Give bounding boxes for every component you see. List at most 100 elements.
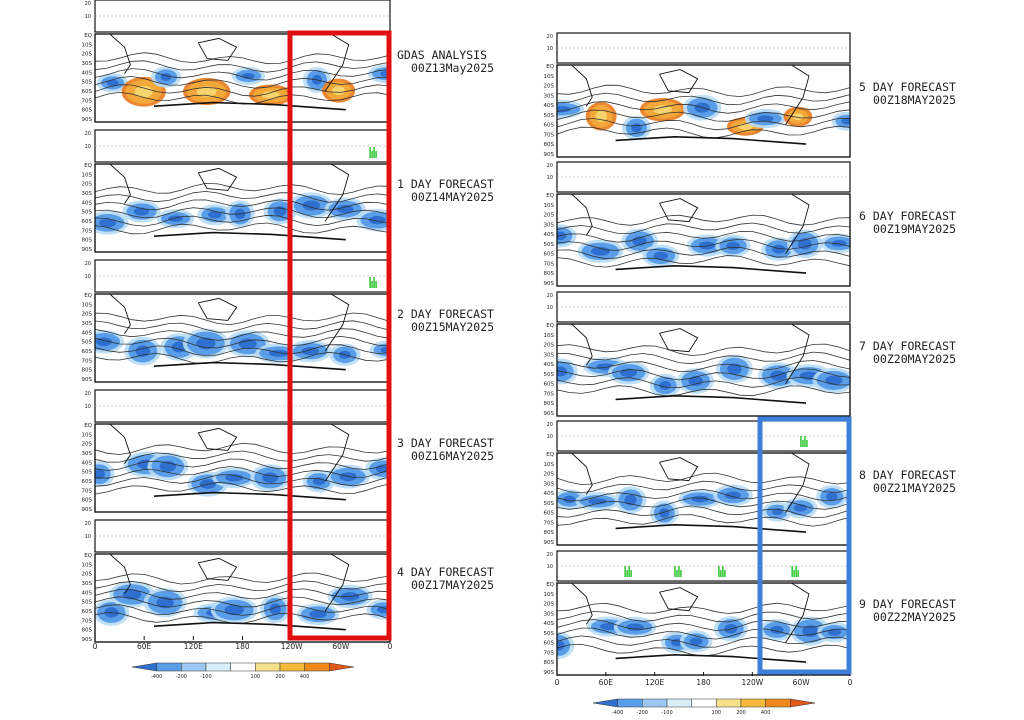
colorbar-label: 200 [275, 674, 285, 680]
height-contour [557, 627, 850, 640]
height-contour [557, 619, 850, 631]
latitude-tick-label: 10S [544, 462, 555, 468]
height-contour [95, 52, 390, 65]
height-contour [557, 101, 850, 114]
precip-bar [680, 570, 682, 577]
colorbar-right: -400 -200 -100 100 200 400 [592, 698, 816, 716]
negative-anomaly [691, 495, 709, 503]
longitude-tick-label: 0 [93, 642, 98, 651]
negative-anomaly [262, 472, 279, 484]
latitude-tick-label: 40S [82, 590, 93, 596]
panel-label: GDAS ANALYSIS 00Z13May2025 [397, 49, 494, 75]
panel-label: 2 DAY FORECAST 00Z15MAY2025 [397, 308, 494, 334]
colorbar-swatch [304, 662, 330, 672]
map-panel: EQ 10S 20S 30S 40S 50S 60S 70S 80S 90S [544, 582, 851, 676]
panel-label-date: 00Z22MAY2025 [873, 610, 957, 624]
colorbar-swatch [790, 698, 816, 708]
latitude-tick-label: 50S [82, 470, 93, 476]
colorbar-label: 100 [251, 674, 261, 680]
latitude-tick-label: 80S [82, 238, 93, 244]
map-panel: EQ 10S 20S 30S 40S 50S 60S 70S 80S 90S [544, 193, 851, 287]
strip-tick-label: 20 [547, 34, 553, 40]
precip-bar [720, 570, 722, 577]
latitude-tick-label: 90S [82, 507, 93, 513]
panel-label-date: 00Z16MAY2025 [411, 449, 495, 463]
height-contour [95, 604, 390, 616]
height-contour [557, 376, 850, 389]
latitude-tick-label: 10S [82, 172, 93, 178]
coastline-south-america [324, 34, 350, 92]
coastline-africa [571, 194, 593, 236]
longitude-tick-label: 0 [388, 642, 393, 651]
negative-anomaly [825, 492, 838, 502]
latitude-tick-label: 30S [544, 222, 555, 228]
latitude-tick-label: 70S [544, 650, 555, 656]
negative-anomaly [99, 218, 117, 228]
map-panel: EQ 10S 20S 30S 40S 50S 60S 70S 80S 90S [82, 163, 391, 253]
latitude-tick-label: 40S [82, 70, 93, 76]
negative-anomaly [591, 246, 610, 256]
panel-label-date: 00Z17MAY2025 [411, 578, 495, 592]
latitude-tick-label: 40S [82, 200, 93, 206]
panel-label-date: 00Z14MAY2025 [411, 190, 495, 204]
height-contour [95, 442, 390, 455]
strip-tick-label: 20 [85, 521, 91, 527]
negative-anomaly [106, 79, 119, 87]
map-panel: EQ 10S 20S 30S 40S 50S 60S 70S 80S 90S [82, 293, 391, 383]
latitude-tick-label: 80S [544, 142, 555, 148]
negative-anomaly [135, 345, 150, 357]
panel-label: 9 DAY FORECAST 00Z22MAY2025 [859, 598, 956, 624]
strip-tick-label: 10 [547, 46, 553, 52]
latitude-tick-label: 20S [544, 602, 555, 608]
precip-bar [722, 566, 724, 577]
precip-bar [676, 570, 678, 577]
precip-bar [369, 277, 371, 288]
latitude-tick-label: 70S [544, 261, 555, 267]
latitude-tick-label: 70S [82, 488, 93, 494]
precip-bar [626, 570, 628, 577]
latitude-tick-label: 50S [544, 242, 555, 248]
height-contour [95, 320, 390, 333]
height-contour [557, 84, 850, 98]
colorbar-swatch [642, 698, 668, 708]
precip-bar [795, 566, 797, 577]
height-contour [95, 312, 390, 326]
positive-anomaly [332, 86, 345, 96]
panel-label-date: 00Z13May2025 [411, 61, 495, 75]
latitude-tick-label: 90S [544, 411, 555, 417]
latitude-tick-label: 70S [544, 391, 555, 397]
coastline-africa [109, 294, 131, 334]
latitude-tick-label: 50S [82, 600, 93, 606]
precip-bar [797, 570, 799, 577]
negative-anomaly [770, 370, 787, 381]
strip-tick-label: 20 [85, 1, 91, 7]
strip-tick-label: 10 [547, 305, 553, 311]
colorbar-swatch [329, 662, 355, 672]
longitude-tick-label: 60E [599, 678, 614, 687]
latitude-tick-label: 20S [82, 572, 93, 578]
precip-bar [793, 570, 795, 577]
negative-anomaly [757, 115, 774, 122]
height-contour [557, 514, 850, 527]
negative-anomaly [825, 375, 843, 386]
latitude-tick-label: 80S [82, 498, 93, 504]
coastline-antarctica [615, 264, 807, 274]
panel-label-date: 00Z21MAY2025 [873, 481, 957, 495]
latitude-tick-label: 90S [82, 637, 93, 643]
height-contour [557, 385, 850, 397]
latitude-tick-label: 80S [82, 368, 93, 374]
coastline-australia [659, 587, 699, 612]
latitude-tick-label: 10S [82, 562, 93, 568]
coastline-africa [109, 164, 131, 204]
latitude-tick-label: 20S [544, 472, 555, 478]
panel-label: 3 DAY FORECAST 00Z16MAY2025 [397, 437, 494, 463]
panel-label-date: 00Z15MAY2025 [411, 320, 495, 334]
latitude-tick-label: 80S [544, 530, 555, 536]
negative-anomaly [653, 251, 669, 260]
height-contour [557, 505, 850, 519]
coastline-australia [197, 37, 238, 61]
